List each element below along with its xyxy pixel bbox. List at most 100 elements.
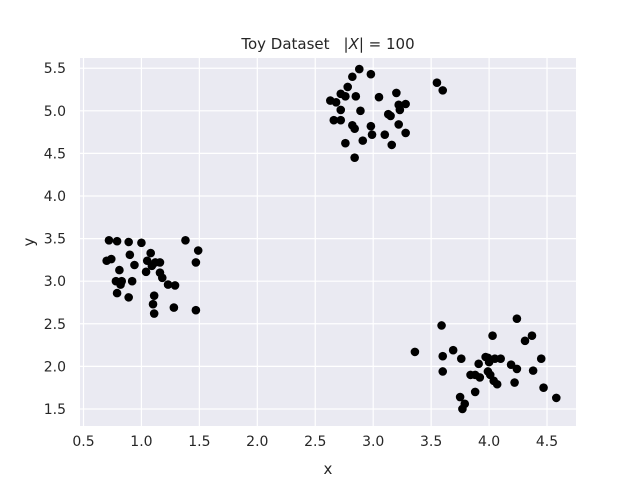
data-point xyxy=(539,383,548,392)
y-tick-label: 4.0 xyxy=(44,189,66,205)
data-point xyxy=(512,314,522,323)
chart-title-math-right: | = 100 xyxy=(359,35,415,53)
data-point xyxy=(343,82,353,92)
y-tick-label: 3.5 xyxy=(44,232,66,248)
data-point xyxy=(358,136,368,145)
chart-title: Toy Dataset |X| = 100 xyxy=(240,35,414,53)
data-point xyxy=(438,367,448,376)
data-point xyxy=(356,106,365,116)
x-tick-label: 4.0 xyxy=(478,434,500,450)
x-tick-label: 1.0 xyxy=(130,434,152,450)
data-point xyxy=(366,69,376,79)
data-point xyxy=(528,366,538,375)
data-point xyxy=(341,138,350,148)
data-point xyxy=(350,124,359,134)
data-point xyxy=(458,404,467,414)
y-tick-label: 2.0 xyxy=(44,359,66,375)
data-point xyxy=(350,153,359,162)
data-point xyxy=(146,248,155,258)
x-tick-label: 4.5 xyxy=(536,434,558,450)
data-point xyxy=(380,130,390,139)
data-point xyxy=(181,235,190,245)
data-point xyxy=(410,347,420,357)
data-point xyxy=(438,86,448,95)
data-point xyxy=(102,256,111,266)
data-point xyxy=(191,258,201,267)
x-axis-ticks: 0.5 1.0 1.5 2.0 2.5 3.0 3.5 4.0 4.5 xyxy=(72,434,558,450)
data-point xyxy=(115,265,124,275)
chart-title-math-var: X xyxy=(348,35,360,53)
x-tick-label: 1.5 xyxy=(188,434,210,450)
data-point xyxy=(448,345,458,355)
data-point xyxy=(147,261,157,271)
y-tick-label: 1.5 xyxy=(44,402,66,418)
data-point xyxy=(127,276,137,286)
data-point xyxy=(536,354,546,364)
x-tick-label: 2.5 xyxy=(304,434,326,450)
data-point xyxy=(137,238,146,248)
plot-background xyxy=(80,58,576,426)
data-point xyxy=(455,392,465,402)
data-point xyxy=(336,115,346,125)
data-point xyxy=(438,351,448,361)
data-point xyxy=(155,258,165,267)
data-point xyxy=(432,78,442,88)
data-point xyxy=(374,92,384,102)
y-axis-ticks: 1.5 2.0 2.5 3.0 3.5 4.0 4.5 5.0 5.5 xyxy=(44,61,66,418)
data-point xyxy=(104,235,114,245)
data-point xyxy=(475,373,485,382)
data-point xyxy=(527,331,537,341)
data-point xyxy=(456,354,466,364)
data-point xyxy=(366,121,376,131)
data-point xyxy=(551,393,561,403)
x-tick-label: 3.0 xyxy=(362,434,384,450)
data-point xyxy=(512,364,522,374)
grid-lines xyxy=(80,58,576,426)
data-point xyxy=(149,291,159,300)
data-point xyxy=(492,379,502,389)
data-point xyxy=(354,64,364,74)
y-tick-label: 5.5 xyxy=(44,61,66,77)
data-point xyxy=(148,299,158,309)
data-point xyxy=(157,273,167,283)
data-point xyxy=(474,359,483,369)
y-tick-label: 3.0 xyxy=(44,274,66,290)
y-axis-label: y xyxy=(20,237,38,246)
data-point xyxy=(329,115,339,125)
y-tick-label: 5.0 xyxy=(44,104,66,120)
data-point xyxy=(367,130,377,139)
data-point xyxy=(336,105,346,115)
data-points xyxy=(102,64,561,414)
chart-title-main: Toy Dataset xyxy=(240,35,329,53)
data-point xyxy=(392,88,401,98)
data-point xyxy=(470,387,480,397)
x-tick-label: 0.5 xyxy=(72,434,94,450)
x-tick-label: 2.0 xyxy=(246,434,268,450)
data-point xyxy=(191,305,201,315)
data-point xyxy=(520,336,530,346)
data-point xyxy=(395,105,405,115)
data-point xyxy=(348,72,357,82)
y-tick-label: 2.5 xyxy=(44,317,66,333)
data-point xyxy=(484,357,494,367)
data-point xyxy=(496,354,505,364)
data-point xyxy=(386,111,395,121)
data-point xyxy=(394,120,403,129)
data-point xyxy=(149,309,159,318)
data-point xyxy=(193,246,203,255)
data-point xyxy=(112,288,122,298)
chart-title-math-left: | xyxy=(344,35,349,53)
data-point xyxy=(326,96,335,105)
data-point xyxy=(401,99,410,109)
data-point xyxy=(125,250,135,260)
y-tick-label: 4.5 xyxy=(44,146,66,162)
data-point xyxy=(124,293,133,302)
data-point xyxy=(437,321,446,330)
data-point xyxy=(387,140,397,150)
data-point xyxy=(341,92,350,101)
data-point xyxy=(141,267,151,277)
data-point xyxy=(112,236,122,246)
data-point xyxy=(488,331,497,341)
x-tick-label: 3.5 xyxy=(420,434,442,450)
